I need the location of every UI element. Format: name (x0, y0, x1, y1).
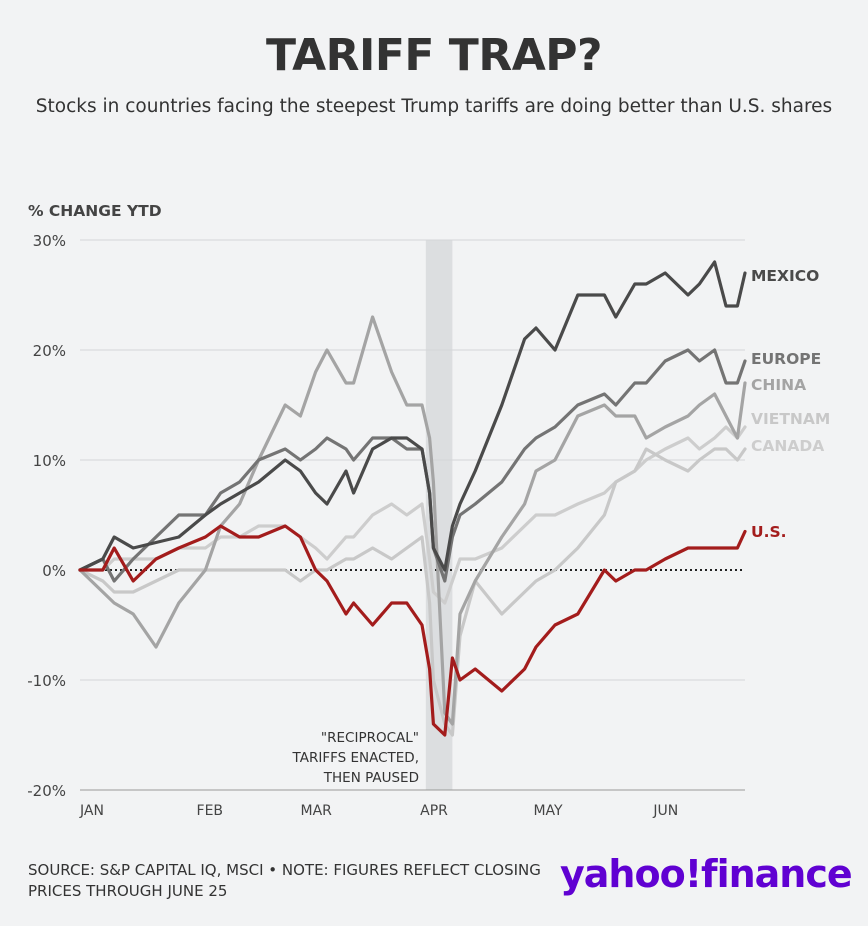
annotation-line: THEN PAUSED (323, 770, 419, 786)
source-note: SOURCE: S&P CAPITAL IQ, MSCI • NOTE: FIG… (28, 861, 541, 900)
series-label-mexico: MEXICO (751, 267, 819, 285)
y-tick-label: 10% (33, 452, 66, 470)
y-tick-label: -20% (27, 782, 66, 800)
chart-subtitle: Stocks in countries facing the steepest … (35, 96, 833, 117)
y-tick-label: 30% (33, 232, 66, 250)
x-tick-label: FEB (197, 803, 224, 819)
x-tick-label: JUN (652, 803, 678, 819)
series-line-canada (78, 425, 747, 605)
annotation-line: "RECIPROCAL" (321, 730, 419, 746)
y-tick-label: 0% (42, 562, 66, 580)
yahoo-finance-logo: yahoo!finance (560, 852, 853, 896)
chart-title: TARIFF TRAP? (265, 30, 603, 81)
series-label-canada: CANADA (751, 437, 824, 455)
annotation-line: TARIFFS ENACTED, (292, 750, 419, 766)
x-tick-label: MAR (301, 803, 333, 819)
series-line-china (78, 315, 747, 726)
x-tick-label: APR (420, 803, 448, 819)
series-label-us: U.S. (751, 523, 787, 541)
series-line-mexico (78, 260, 747, 572)
series-line-vietnam (78, 447, 747, 737)
y-tick-label: 20% (33, 342, 66, 360)
series-line-us (78, 524, 747, 737)
y-axis-label: % CHANGE YTD (28, 202, 162, 220)
series-label-europe: EUROPE (751, 350, 821, 368)
x-tick-label: JAN (79, 803, 104, 819)
series-label-china: CHINA (751, 376, 806, 394)
y-tick-label: -10% (27, 672, 66, 690)
series-label-vietnam: VIETNAM (751, 410, 830, 428)
x-tick-label: MAY (533, 803, 563, 819)
